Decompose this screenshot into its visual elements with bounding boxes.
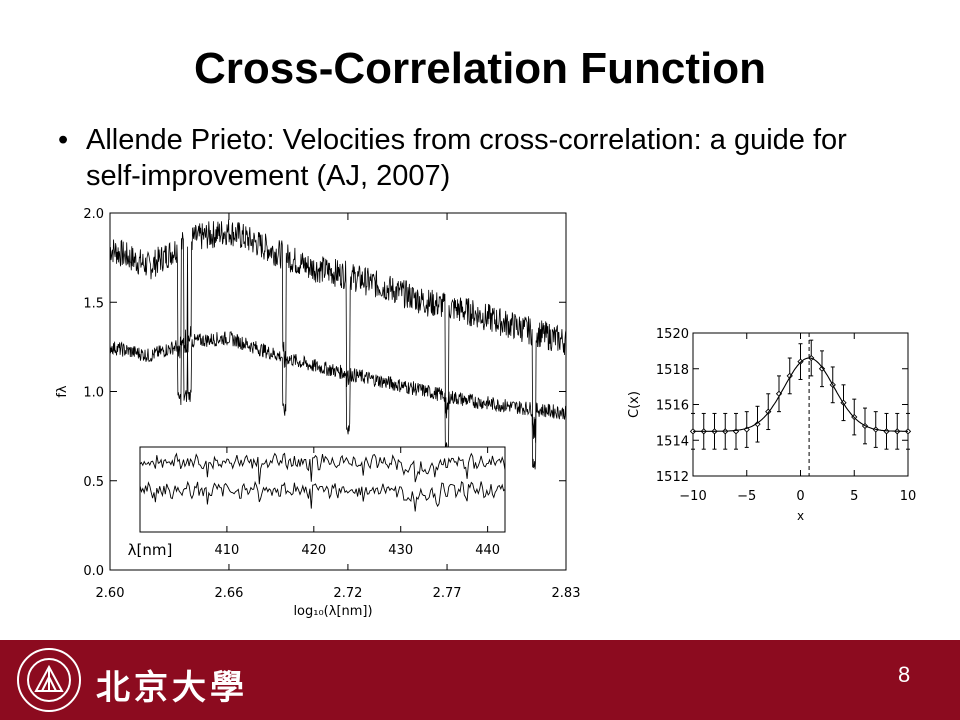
inset-x-tick-label: 420 bbox=[301, 543, 326, 558]
x-axis-label: log₁₀(λ[nm]) bbox=[293, 604, 372, 619]
y-tick-label: 1.5 bbox=[83, 296, 104, 311]
inset-spectrum-line-1 bbox=[139, 452, 506, 485]
ccf-y-tick-label: 1516 bbox=[656, 399, 689, 414]
ccf-chart: −10 −5 0 5 10 1512 1514 1516 1518 1520 x C(x) bbox=[627, 327, 917, 523]
y-tick-label: 0.5 bbox=[83, 475, 104, 490]
ccf-x-axis-label: x bbox=[797, 509, 804, 523]
page-number: 8 bbox=[898, 662, 911, 687]
ccf-y-axis-label: C(x) bbox=[627, 391, 642, 418]
bullet-dot: • bbox=[58, 124, 69, 156]
inset-x-axis-label: λ[nm] bbox=[128, 541, 173, 559]
ccf-x-tick-label: 10 bbox=[900, 489, 917, 504]
ccf-x-tick-label: −10 bbox=[679, 489, 706, 504]
x-tick-label: 2.66 bbox=[214, 586, 243, 601]
university-wordmark: 北京大學 bbox=[96, 668, 248, 708]
inset-spectrum-line-2 bbox=[139, 480, 506, 512]
ccf-x-tick-label: 5 bbox=[850, 489, 858, 504]
ccf-point bbox=[754, 421, 761, 428]
y-tick-label: 2.0 bbox=[83, 207, 104, 222]
y-tick-label: 0.0 bbox=[83, 564, 104, 579]
inset-x-tick-label: 410 bbox=[214, 543, 239, 558]
spectrum-line-1 bbox=[109, 219, 567, 443]
x-tick-label: 2.60 bbox=[96, 586, 125, 601]
inset-x-tick-label: 430 bbox=[388, 543, 413, 558]
spectra-chart: 2.60 2.66 2.72 2.77 2.83 0.0 0.5 1.0 1.5 2.0 log₁₀… bbox=[55, 207, 581, 619]
ccf-x-tick-label: −5 bbox=[737, 489, 756, 504]
spectrum-line-2 bbox=[109, 331, 567, 470]
y-axis-label: fλ bbox=[55, 385, 70, 398]
inset-x-tick-label: 440 bbox=[475, 543, 500, 558]
ccf-y-tick-label: 1512 bbox=[656, 470, 689, 485]
footer-bar: 北京大學 8 bbox=[0, 640, 960, 720]
ccf-y-tick-label: 1518 bbox=[656, 363, 689, 378]
x-tick-label: 2.83 bbox=[552, 586, 581, 601]
ccf-fit-curve bbox=[693, 357, 908, 432]
ccf-x-tick-label: 0 bbox=[796, 489, 804, 504]
slide-title: Cross-Correlation Function bbox=[193, 44, 767, 93]
x-tick-label: 2.72 bbox=[333, 586, 362, 601]
university-logo-icon bbox=[17, 648, 81, 712]
ccf-y-tick-label: 1520 bbox=[656, 327, 689, 342]
bullet-item: • Allende Prieto: Velocities from cross-… bbox=[58, 122, 898, 194]
ccf-point bbox=[732, 428, 740, 435]
bullet-text: Allende Prieto: Velocities from cross-co… bbox=[86, 124, 847, 192]
x-tick-label: 2.77 bbox=[433, 586, 462, 601]
ccf-y-tick-label: 1514 bbox=[656, 434, 689, 449]
y-tick-label: 1.0 bbox=[83, 386, 104, 401]
